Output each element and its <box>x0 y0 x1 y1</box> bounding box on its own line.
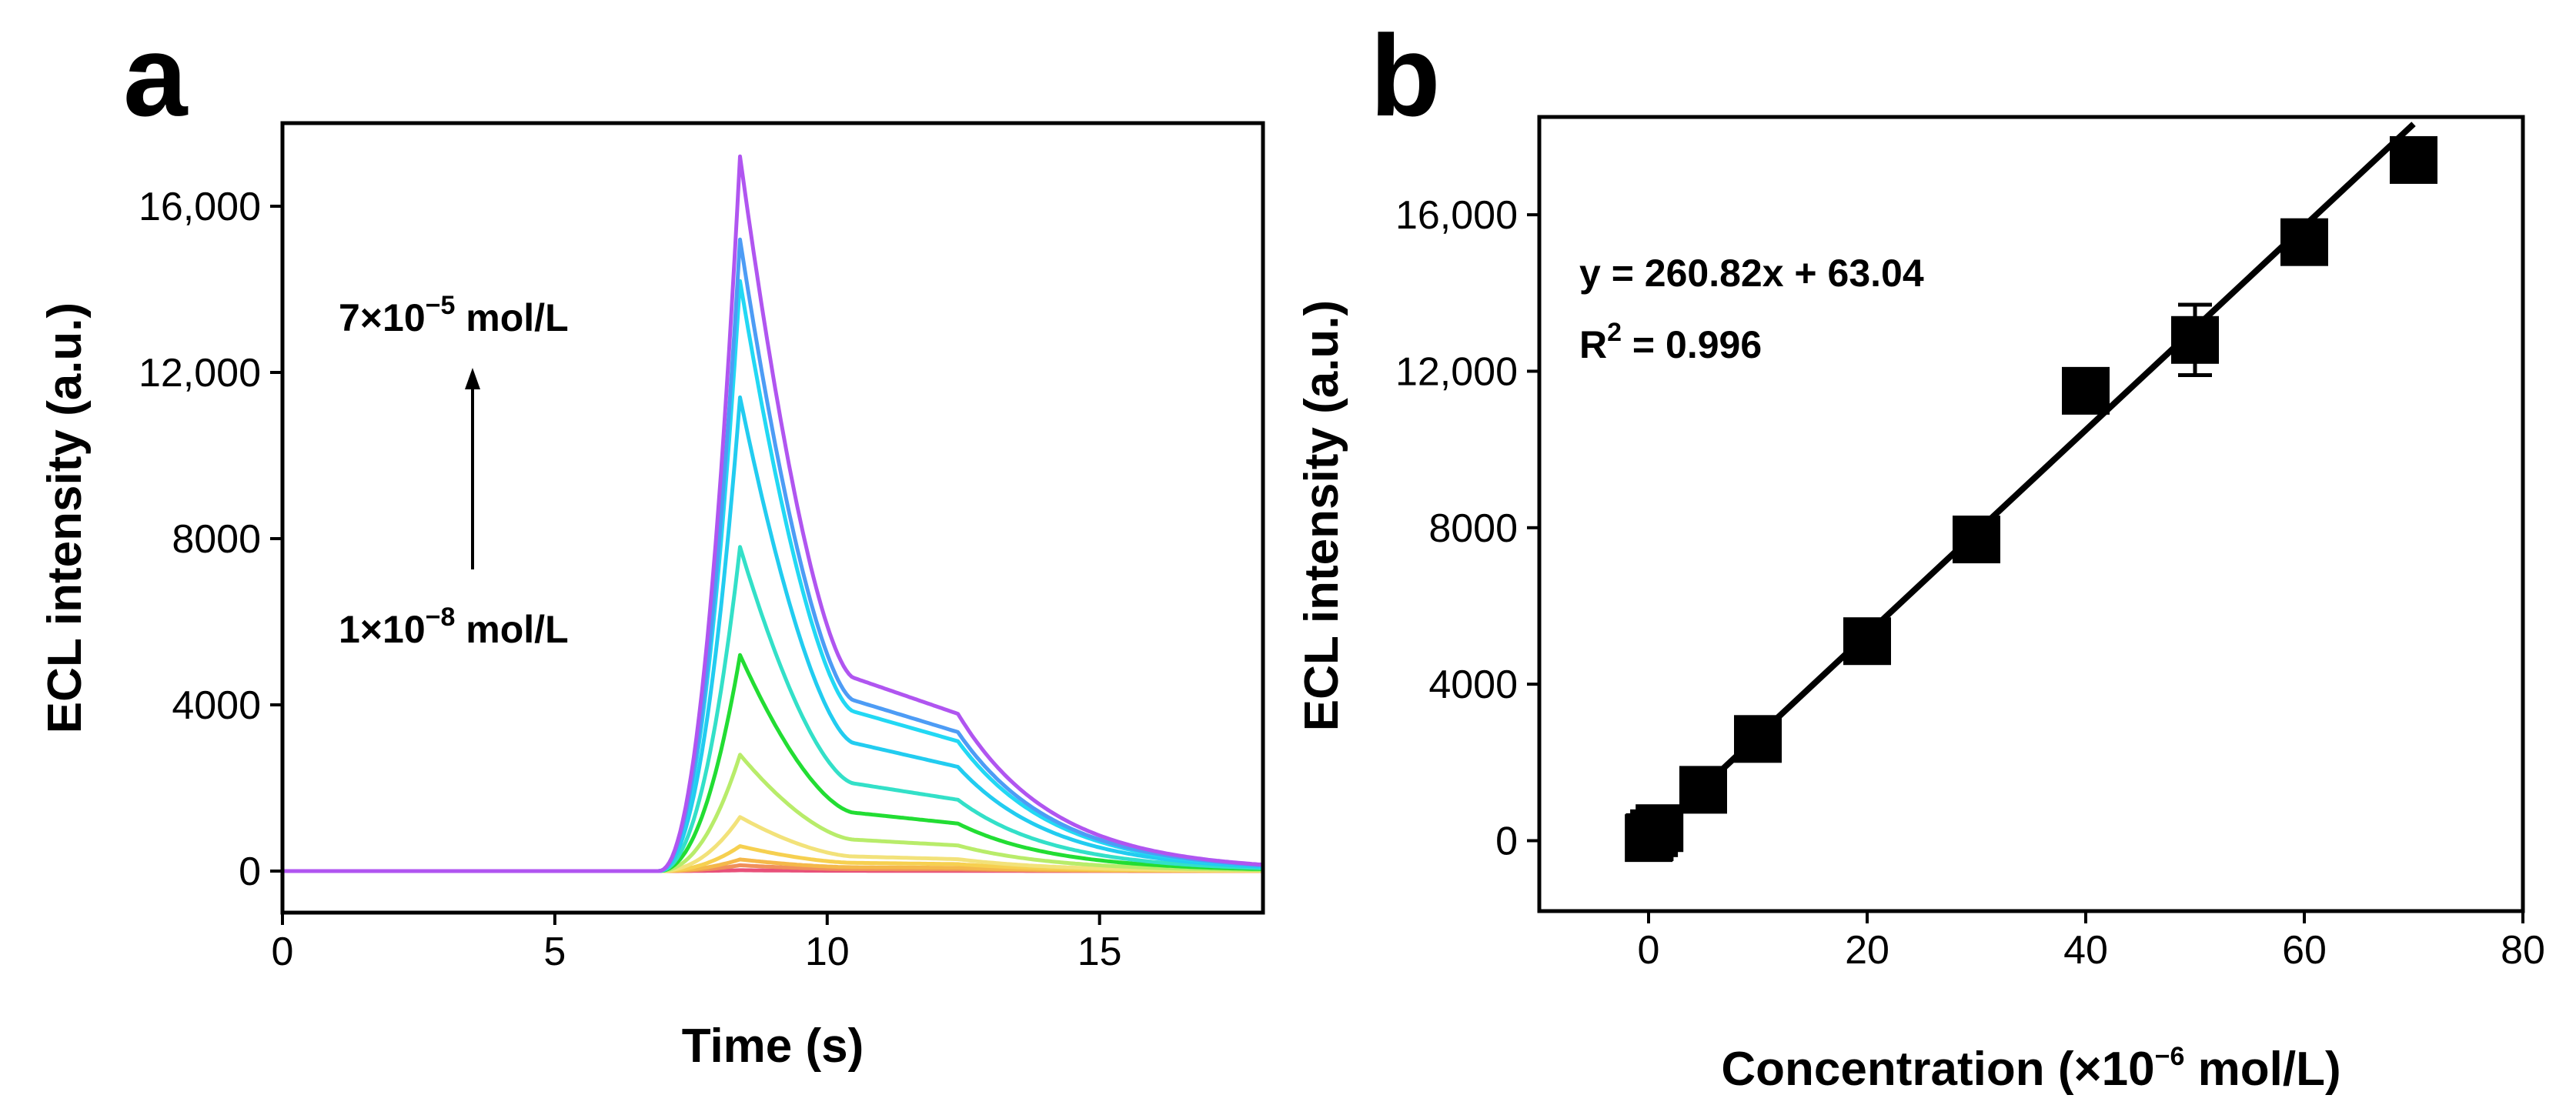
ecl-transient-curve <box>282 154 1264 873</box>
r2-suffix: = 0.996 <box>1622 323 1762 366</box>
panel-a-x-tick-label: 15 <box>1078 930 1122 974</box>
panel-b-r-squared: R2 = 0.996 <box>1579 318 1762 366</box>
panel-a-x-tick-label: 0 <box>272 930 294 974</box>
panel-a-y-tick-label: 16,000 <box>139 185 261 229</box>
data-point-marker <box>1843 617 1891 666</box>
annotation-low-exp: −8 <box>426 603 456 632</box>
panel-b: b 0 20 40 60 80 0 4000 8000 12,000 16,000 Concen… <box>1295 11 2545 1096</box>
data-point-marker <box>1953 516 2000 564</box>
panel-a-y-axis-title: ECL intensity (a.u.) <box>38 302 92 733</box>
r2-exp: 2 <box>1607 318 1622 347</box>
annotation-low-unit: mol/L <box>455 608 568 651</box>
data-point-marker <box>2062 366 2110 415</box>
panel-a-y-tick-label: 12,000 <box>139 351 261 396</box>
data-point-marker <box>1679 766 1727 814</box>
data-point-marker <box>2390 135 2437 184</box>
panel-b-frame <box>1537 115 2525 913</box>
panel-b-y-tick-label: 12,000 <box>1395 349 1518 394</box>
panel-b-x-tick-label: 20 <box>1845 928 1889 973</box>
annotation-high-unit: mol/L <box>455 296 568 339</box>
panel-a-x-tick-label: 10 <box>805 930 850 974</box>
ecl-transient-curve <box>282 545 1264 873</box>
panel-a-annotation-low: 1×10−8 mol/L <box>339 603 569 651</box>
panel-a-x-axis-title: Time (s) <box>682 1020 864 1073</box>
panel-a-frame <box>280 121 1265 915</box>
panel-a-letter: a <box>123 11 189 140</box>
panel-b-x-tick-label: 40 <box>2063 928 2108 973</box>
panel-a-x-ticks: 0 5 10 15 <box>272 913 1122 974</box>
panel-a-y-ticks: 0 4000 8000 12,000 16,000 <box>139 185 282 894</box>
panel-b-x-tick-label: 80 <box>2501 928 2545 973</box>
panel-b-xlabel-exp: −6 <box>2155 1042 2185 1071</box>
panel-a-plot-area <box>282 154 1264 873</box>
annotation-low-base: 1×10 <box>339 608 426 651</box>
panel-b-x-axis-title: Concentration (×10−6 mol/L) <box>1721 1042 2340 1096</box>
ecl-transient-curve <box>282 237 1264 873</box>
panel-b-letter: b <box>1370 11 1441 140</box>
panel-b-y-tick-label: 4000 <box>1428 663 1518 707</box>
panel-a-increase-arrowhead <box>465 368 480 389</box>
annotation-high-base: 7×10 <box>339 296 426 339</box>
annotation-high-exp: −5 <box>426 291 456 320</box>
panel-b-fit-equation: y = 260.82x + 63.04 <box>1579 252 1924 295</box>
data-point-marker <box>1734 715 1782 763</box>
panel-b-x-tick-label: 0 <box>1638 928 1660 973</box>
data-point-marker <box>2280 218 2328 266</box>
panel-a-y-tick-label: 8000 <box>172 517 261 562</box>
data-point-marker <box>2171 315 2219 364</box>
panel-b-y-tick-label: 0 <box>1495 819 1518 863</box>
panel-b-xlabel-suffix: mol/L) <box>2184 1043 2340 1096</box>
panel-a-x-tick-label: 5 <box>543 930 566 974</box>
panel-a-annotation-high: 7×10−5 mol/L <box>339 291 569 339</box>
panel-b-y-tick-label: 8000 <box>1428 506 1518 551</box>
panel-a-y-tick-label: 4000 <box>172 683 261 728</box>
panel-b-plot-area <box>1625 122 2437 863</box>
panel-b-x-tick-label: 60 <box>2282 928 2327 973</box>
panel-a-y-tick-label: 0 <box>239 850 261 894</box>
panel-b-y-axis-title: ECL intensity (a.u.) <box>1295 300 1348 731</box>
ecl-transient-curve <box>282 653 1264 873</box>
panel-b-x-ticks: 0 20 40 60 80 <box>1638 911 2545 973</box>
data-point-marker <box>1635 804 1684 853</box>
panel-b-y-tick-label: 16,000 <box>1395 193 1518 238</box>
panel-b-xlabel-prefix: Concentration (×10 <box>1721 1043 2154 1096</box>
panel-b-y-ticks: 0 4000 8000 12,000 16,000 <box>1395 193 1539 863</box>
r2-prefix: R <box>1579 323 1607 366</box>
